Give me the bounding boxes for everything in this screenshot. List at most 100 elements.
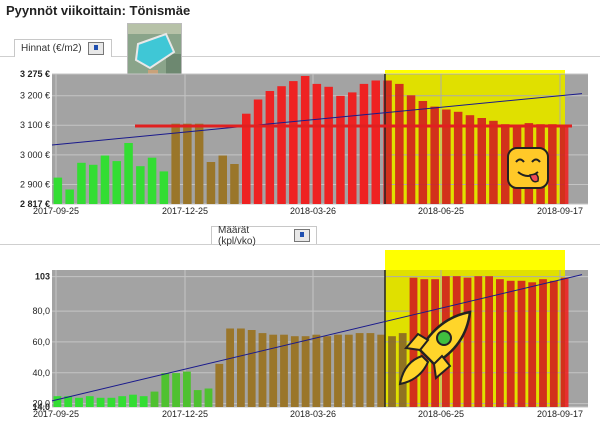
bar <box>388 336 396 407</box>
bar <box>463 277 472 407</box>
bar <box>147 157 157 204</box>
bar <box>183 123 192 204</box>
bar <box>517 280 526 407</box>
export-icon[interactable] <box>294 229 310 242</box>
y-tick-label: 3 100 € <box>20 120 50 130</box>
page-title: Pyynnöt viikoittain: Tönismäe <box>6 3 191 18</box>
y-tick-label: 103 <box>35 272 50 282</box>
bar <box>171 123 180 204</box>
bar <box>324 86 333 204</box>
x-tick-label: 2017-12-25 <box>162 409 208 419</box>
bar <box>206 162 216 204</box>
bar <box>528 282 537 407</box>
bar <box>112 161 121 204</box>
rocket-fin <box>404 332 430 352</box>
bar <box>371 80 380 204</box>
x-tick-label: 2017-09-25 <box>33 409 79 419</box>
bar <box>194 123 204 204</box>
y-tick-label: 40,0 <box>32 368 50 378</box>
bar <box>366 333 375 407</box>
property-map-thumbnail[interactable] <box>127 23 182 82</box>
rocket-fin <box>432 354 452 380</box>
bar <box>430 106 439 204</box>
bar <box>418 101 428 204</box>
y-tick-label: 20,0 <box>32 399 50 409</box>
bar <box>129 394 137 407</box>
bar <box>489 120 498 204</box>
bar <box>53 177 63 204</box>
x-tick-label: 2018-09-17 <box>537 206 583 216</box>
bar <box>75 397 83 407</box>
bar <box>453 111 463 204</box>
x-tick-label: 2017-09-25 <box>33 206 79 216</box>
bar <box>230 164 239 204</box>
highlight-shade <box>385 270 565 407</box>
bar <box>118 396 127 407</box>
bar <box>398 333 407 407</box>
bar <box>265 91 275 204</box>
tab-prices[interactable]: Hinnat (€/m2) <box>14 39 112 57</box>
rocket-flame <box>398 354 430 386</box>
bar <box>560 277 569 407</box>
bar <box>139 396 148 407</box>
bar <box>161 373 170 407</box>
trend-line <box>51 93 583 146</box>
bar <box>442 109 451 204</box>
bar <box>559 126 569 204</box>
bar <box>383 80 392 204</box>
bar <box>193 390 202 407</box>
bar <box>253 99 263 204</box>
bar <box>323 336 332 407</box>
x-tick-label: 2018-09-17 <box>537 409 583 419</box>
y-tick-label: 3 200 € <box>20 91 50 101</box>
trend-line <box>51 274 583 402</box>
bar <box>300 76 310 204</box>
bar <box>150 391 159 407</box>
bar <box>107 397 116 407</box>
bar <box>65 189 74 204</box>
bar <box>53 396 62 407</box>
bar <box>258 333 267 407</box>
smiley-mouth <box>517 171 539 177</box>
bar <box>277 86 286 204</box>
smiley-face <box>507 147 549 189</box>
rocket-icon <box>398 310 472 386</box>
smiley-eye <box>531 158 541 163</box>
bar <box>289 81 298 204</box>
bar <box>85 396 94 407</box>
bar <box>215 363 224 407</box>
x-tick-label: 2018-06-25 <box>418 206 464 216</box>
rocket-window <box>436 330 452 346</box>
tab-volume[interactable]: Määrät (kpl/vko) <box>211 224 317 247</box>
prices-chart: 3 275 € 3 200 € 3 100 € 3 000 € 2 900 € 2 817… <box>20 69 588 216</box>
bar <box>395 83 404 204</box>
bar <box>204 388 213 407</box>
tab-divider <box>0 56 600 57</box>
tab-volume-label: Määrät (kpl/vko) <box>218 224 256 247</box>
y-tick-label: 2 817 € <box>20 199 50 209</box>
smiley-tongue <box>529 173 539 183</box>
tongue-smiley-icon <box>507 147 549 189</box>
x-tick-label: 2018-03-26 <box>290 206 336 216</box>
bar <box>172 373 180 407</box>
bar <box>218 155 227 204</box>
bar <box>301 336 310 407</box>
bar <box>124 143 133 204</box>
bar <box>348 92 357 204</box>
bar <box>334 334 342 407</box>
y-tick-label: 2 900 € <box>20 180 50 190</box>
bar <box>77 162 86 204</box>
y-tick-label: 3 000 € <box>20 150 50 160</box>
bar <box>183 371 191 407</box>
bar <box>226 328 234 407</box>
export-icon[interactable] <box>87 42 104 55</box>
x-tick-label: 2018-06-25 <box>418 409 464 419</box>
bar <box>477 118 486 204</box>
bar <box>269 334 278 407</box>
bar <box>506 280 515 407</box>
bar <box>336 95 345 204</box>
y-tick-label: 80,0 <box>32 306 50 316</box>
bar <box>312 334 321 407</box>
y-tick-label: 3 275 € <box>20 69 50 79</box>
bar <box>501 124 510 204</box>
